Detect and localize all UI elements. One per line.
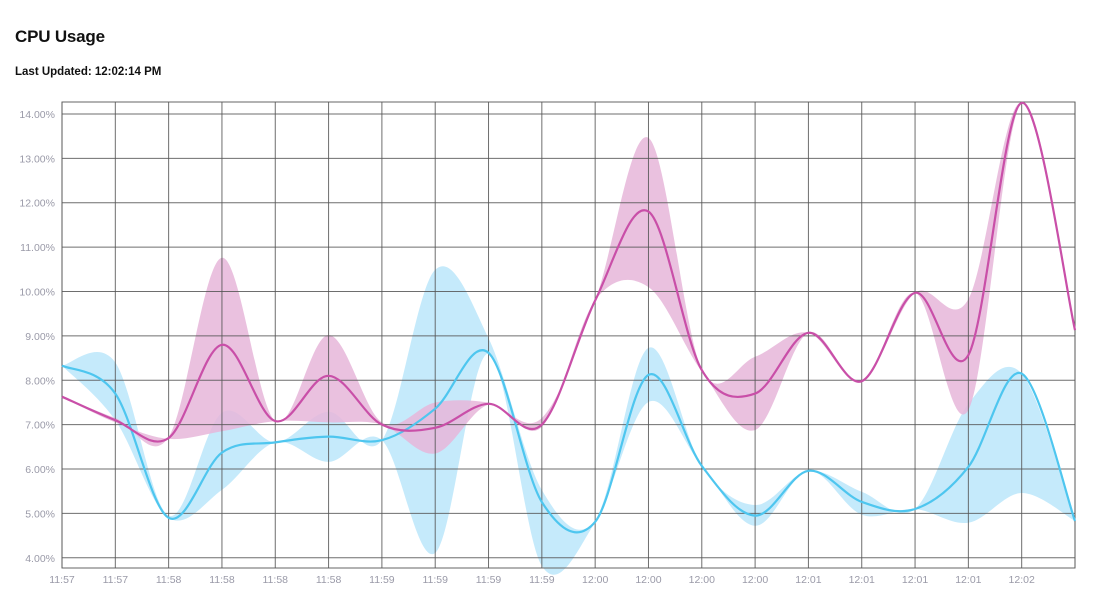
x-tick-label: 12:00 [635, 574, 661, 586]
x-tick-label: 11:58 [209, 574, 235, 586]
x-tick-label: 12:01 [902, 574, 928, 586]
y-tick-label: 10.00% [19, 287, 55, 299]
chart-grid [61, 101, 1076, 569]
x-tick-label: 11:58 [316, 574, 342, 586]
x-tick-label: 11:57 [103, 574, 129, 586]
x-tick-label: 12:00 [689, 574, 715, 586]
y-tick-label: 13.00% [19, 153, 55, 165]
x-tick-label: 11:59 [422, 574, 448, 586]
x-tick-label: 11:59 [476, 574, 502, 586]
series-a-band [62, 102, 1075, 454]
page-title: CPU Usage [15, 27, 105, 46]
series-lines [61, 101, 1077, 534]
x-tick-label: 12:00 [742, 574, 768, 586]
x-tick-label: 11:59 [369, 574, 395, 586]
y-tick-label: 8.00% [25, 375, 55, 387]
series-b-line [61, 349, 1077, 534]
y-tick-label: 7.00% [25, 420, 55, 432]
x-tick-label: 12:01 [955, 574, 981, 586]
x-tick-label: 11:57 [49, 574, 75, 586]
y-axis: 4.00% 5.00% 6.00% 7.00% 8.00% 9.00% 10.00% 11.0… [19, 109, 55, 565]
x-tick-label: 12:02 [1009, 574, 1035, 586]
x-tick-label: 11:58 [156, 574, 182, 586]
x-tick-label: 12:01 [849, 574, 875, 586]
y-tick-label: 14.00% [19, 109, 55, 121]
x-tick-label: 12:01 [795, 574, 821, 586]
y-tick-label: 12.00% [19, 198, 55, 210]
confidence-bands [62, 102, 1075, 575]
y-tick-label: 6.00% [25, 464, 55, 476]
y-tick-label: 4.00% [25, 553, 55, 565]
last-updated-label: Last Updated: 12:02:14 PM [15, 66, 162, 78]
x-axis: 11:57 11:57 11:58 11:58 11:58 11:58 11:59 11:59… [49, 574, 1035, 586]
y-tick-label: 9.00% [25, 331, 55, 343]
y-tick-label: 5.00% [25, 508, 55, 520]
series-a-line [61, 101, 1077, 443]
y-tick-label: 11.00% [20, 242, 55, 254]
x-tick-label: 12:00 [582, 574, 608, 586]
x-tick-label: 11:59 [529, 574, 555, 586]
x-tick-label: 11:58 [263, 574, 289, 586]
